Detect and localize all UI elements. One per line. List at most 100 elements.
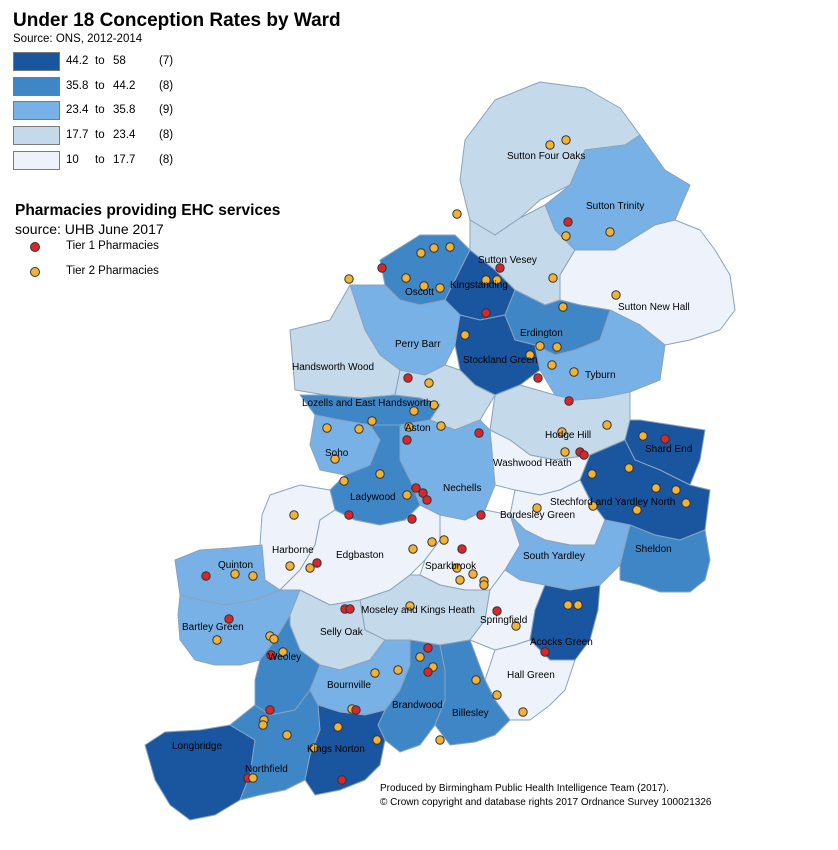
tier2-pharmacy-marker — [401, 273, 411, 283]
ward-label: Northfield — [245, 764, 288, 775]
tier1-pharmacy-marker — [495, 263, 505, 273]
legend-to: to — [95, 55, 105, 67]
ward-label: Shard End — [645, 444, 693, 455]
ward-label: Bartley Green — [182, 622, 244, 633]
tier1-pharmacy-marker — [418, 488, 428, 498]
legend-upper-bound: 23.4 — [113, 129, 136, 141]
tier2-pharmacy-marker — [573, 600, 583, 610]
ward-label: Handsworth Wood — [292, 362, 375, 373]
tier2-pharmacy-marker — [525, 350, 535, 360]
legend-count: (9) — [159, 104, 174, 116]
ward-kings-norton — [304, 704, 386, 796]
pharmacy-legend-label: Tier 2 Pharmacies — [66, 265, 159, 277]
tier2-pharmacy-marker — [409, 406, 419, 416]
tier1-pharmacy-marker — [579, 450, 589, 460]
tier2-pharmacy-marker — [547, 360, 557, 370]
tier2-pharmacy-marker — [439, 535, 449, 545]
tier1-pharmacy-marker — [660, 434, 670, 444]
ward-label: Sparkbrook — [425, 561, 477, 572]
tier2-pharmacy-marker — [518, 707, 528, 717]
legend-swatch — [13, 77, 60, 96]
ward-label: Aston — [405, 423, 431, 434]
ward-label: Erdington — [520, 328, 563, 339]
tier2-pharmacy-marker — [339, 476, 349, 486]
tier2-pharmacy-marker — [285, 561, 295, 571]
tier2-pharmacy-marker — [602, 420, 612, 430]
tier1-pharmacy-marker — [564, 396, 574, 406]
tier2-dot-icon — [30, 267, 40, 277]
ward-label: Acocks Green — [530, 637, 593, 648]
tier2-pharmacy-marker — [424, 378, 434, 388]
tier2-pharmacy-marker — [375, 469, 385, 479]
tier2-pharmacy-marker — [481, 275, 491, 285]
tier2-pharmacy-marker — [471, 675, 481, 685]
tier2-pharmacy-marker — [429, 243, 439, 253]
ward-label: Oscott — [405, 287, 434, 298]
tier1-pharmacy-marker — [312, 558, 322, 568]
tier1-pharmacy-marker — [423, 643, 433, 653]
tier2-pharmacy-marker — [309, 743, 319, 753]
legend-to: to — [95, 129, 105, 141]
tier2-pharmacy-marker — [435, 735, 445, 745]
tier2-pharmacy-marker — [445, 242, 455, 252]
ward-label: Lozells and East Handsworth — [302, 398, 432, 409]
tier2-pharmacy-marker — [354, 424, 364, 434]
tier2-pharmacy-marker — [545, 140, 555, 150]
tier1-pharmacy-marker — [540, 647, 550, 657]
tier1-pharmacy-marker — [481, 308, 491, 318]
tier1-pharmacy-marker — [474, 428, 484, 438]
legend-count: (8) — [159, 129, 174, 141]
ward-billesley — [434, 639, 511, 746]
legend-to: to — [95, 80, 105, 92]
tier2-pharmacy-marker — [370, 668, 380, 678]
tier2-pharmacy-marker — [330, 454, 340, 464]
tier1-pharmacy-marker — [563, 217, 573, 227]
tier2-pharmacy-marker — [212, 635, 222, 645]
tier2-pharmacy-marker — [605, 227, 615, 237]
tier2-pharmacy-marker — [558, 302, 568, 312]
tier1-pharmacy-marker — [224, 614, 234, 624]
ward-longbridge — [144, 724, 256, 821]
tier1-pharmacy-marker — [423, 667, 433, 677]
legend-lower-bound: 35.8 — [66, 80, 89, 92]
tier2-pharmacy-marker — [560, 447, 570, 457]
ward-label: Sheldon — [635, 544, 672, 555]
ward-label: Brandwood — [392, 700, 443, 711]
ward-label: Longbridge — [172, 741, 223, 752]
tier1-pharmacy-marker — [402, 435, 412, 445]
ward-label: Tyburn — [585, 370, 616, 381]
ward-label: Billesley — [452, 708, 489, 719]
tier2-pharmacy-marker — [404, 422, 414, 432]
tier2-pharmacy-marker — [455, 575, 465, 585]
legend-swatch — [13, 151, 60, 170]
tier1-pharmacy-marker — [344, 510, 354, 520]
tier1-pharmacy-marker — [533, 373, 543, 383]
ward-label: Perry Barr — [395, 339, 441, 350]
ward-label: Kings Norton — [307, 744, 365, 755]
copyright-line: © Crown copyright and database rights 20… — [380, 797, 712, 808]
tier2-pharmacy-marker — [588, 501, 598, 511]
legend-upper-bound: 58 — [113, 55, 126, 67]
ward-label: Weoley — [268, 652, 302, 663]
ward-label: Hall Green — [507, 670, 555, 681]
legend-lower-bound: 10 — [66, 154, 79, 166]
tier1-dot-icon — [30, 242, 40, 252]
tier2-pharmacy-marker — [638, 431, 648, 441]
map-source: Source: ONS, 2012-2014 — [13, 33, 143, 45]
tier2-pharmacy-marker — [393, 665, 403, 675]
legend-to: to — [95, 104, 105, 116]
legend-lower-bound: 17.7 — [66, 129, 89, 141]
legend-upper-bound: 17.7 — [113, 154, 136, 166]
tier2-pharmacy-marker — [278, 647, 288, 657]
tier2-pharmacy-marker — [372, 735, 382, 745]
tier2-pharmacy-marker — [230, 569, 240, 579]
tier2-pharmacy-marker — [269, 634, 279, 644]
tier2-pharmacy-marker — [435, 283, 445, 293]
tier2-pharmacy-marker — [561, 231, 571, 241]
tier2-pharmacy-marker — [632, 505, 642, 515]
tier2-pharmacy-marker — [611, 290, 621, 300]
tier2-pharmacy-marker — [460, 330, 470, 340]
ward-label: Washwood Heath — [493, 458, 572, 469]
legend-upper-bound: 35.8 — [113, 104, 136, 116]
ward-sheldon — [619, 524, 711, 593]
